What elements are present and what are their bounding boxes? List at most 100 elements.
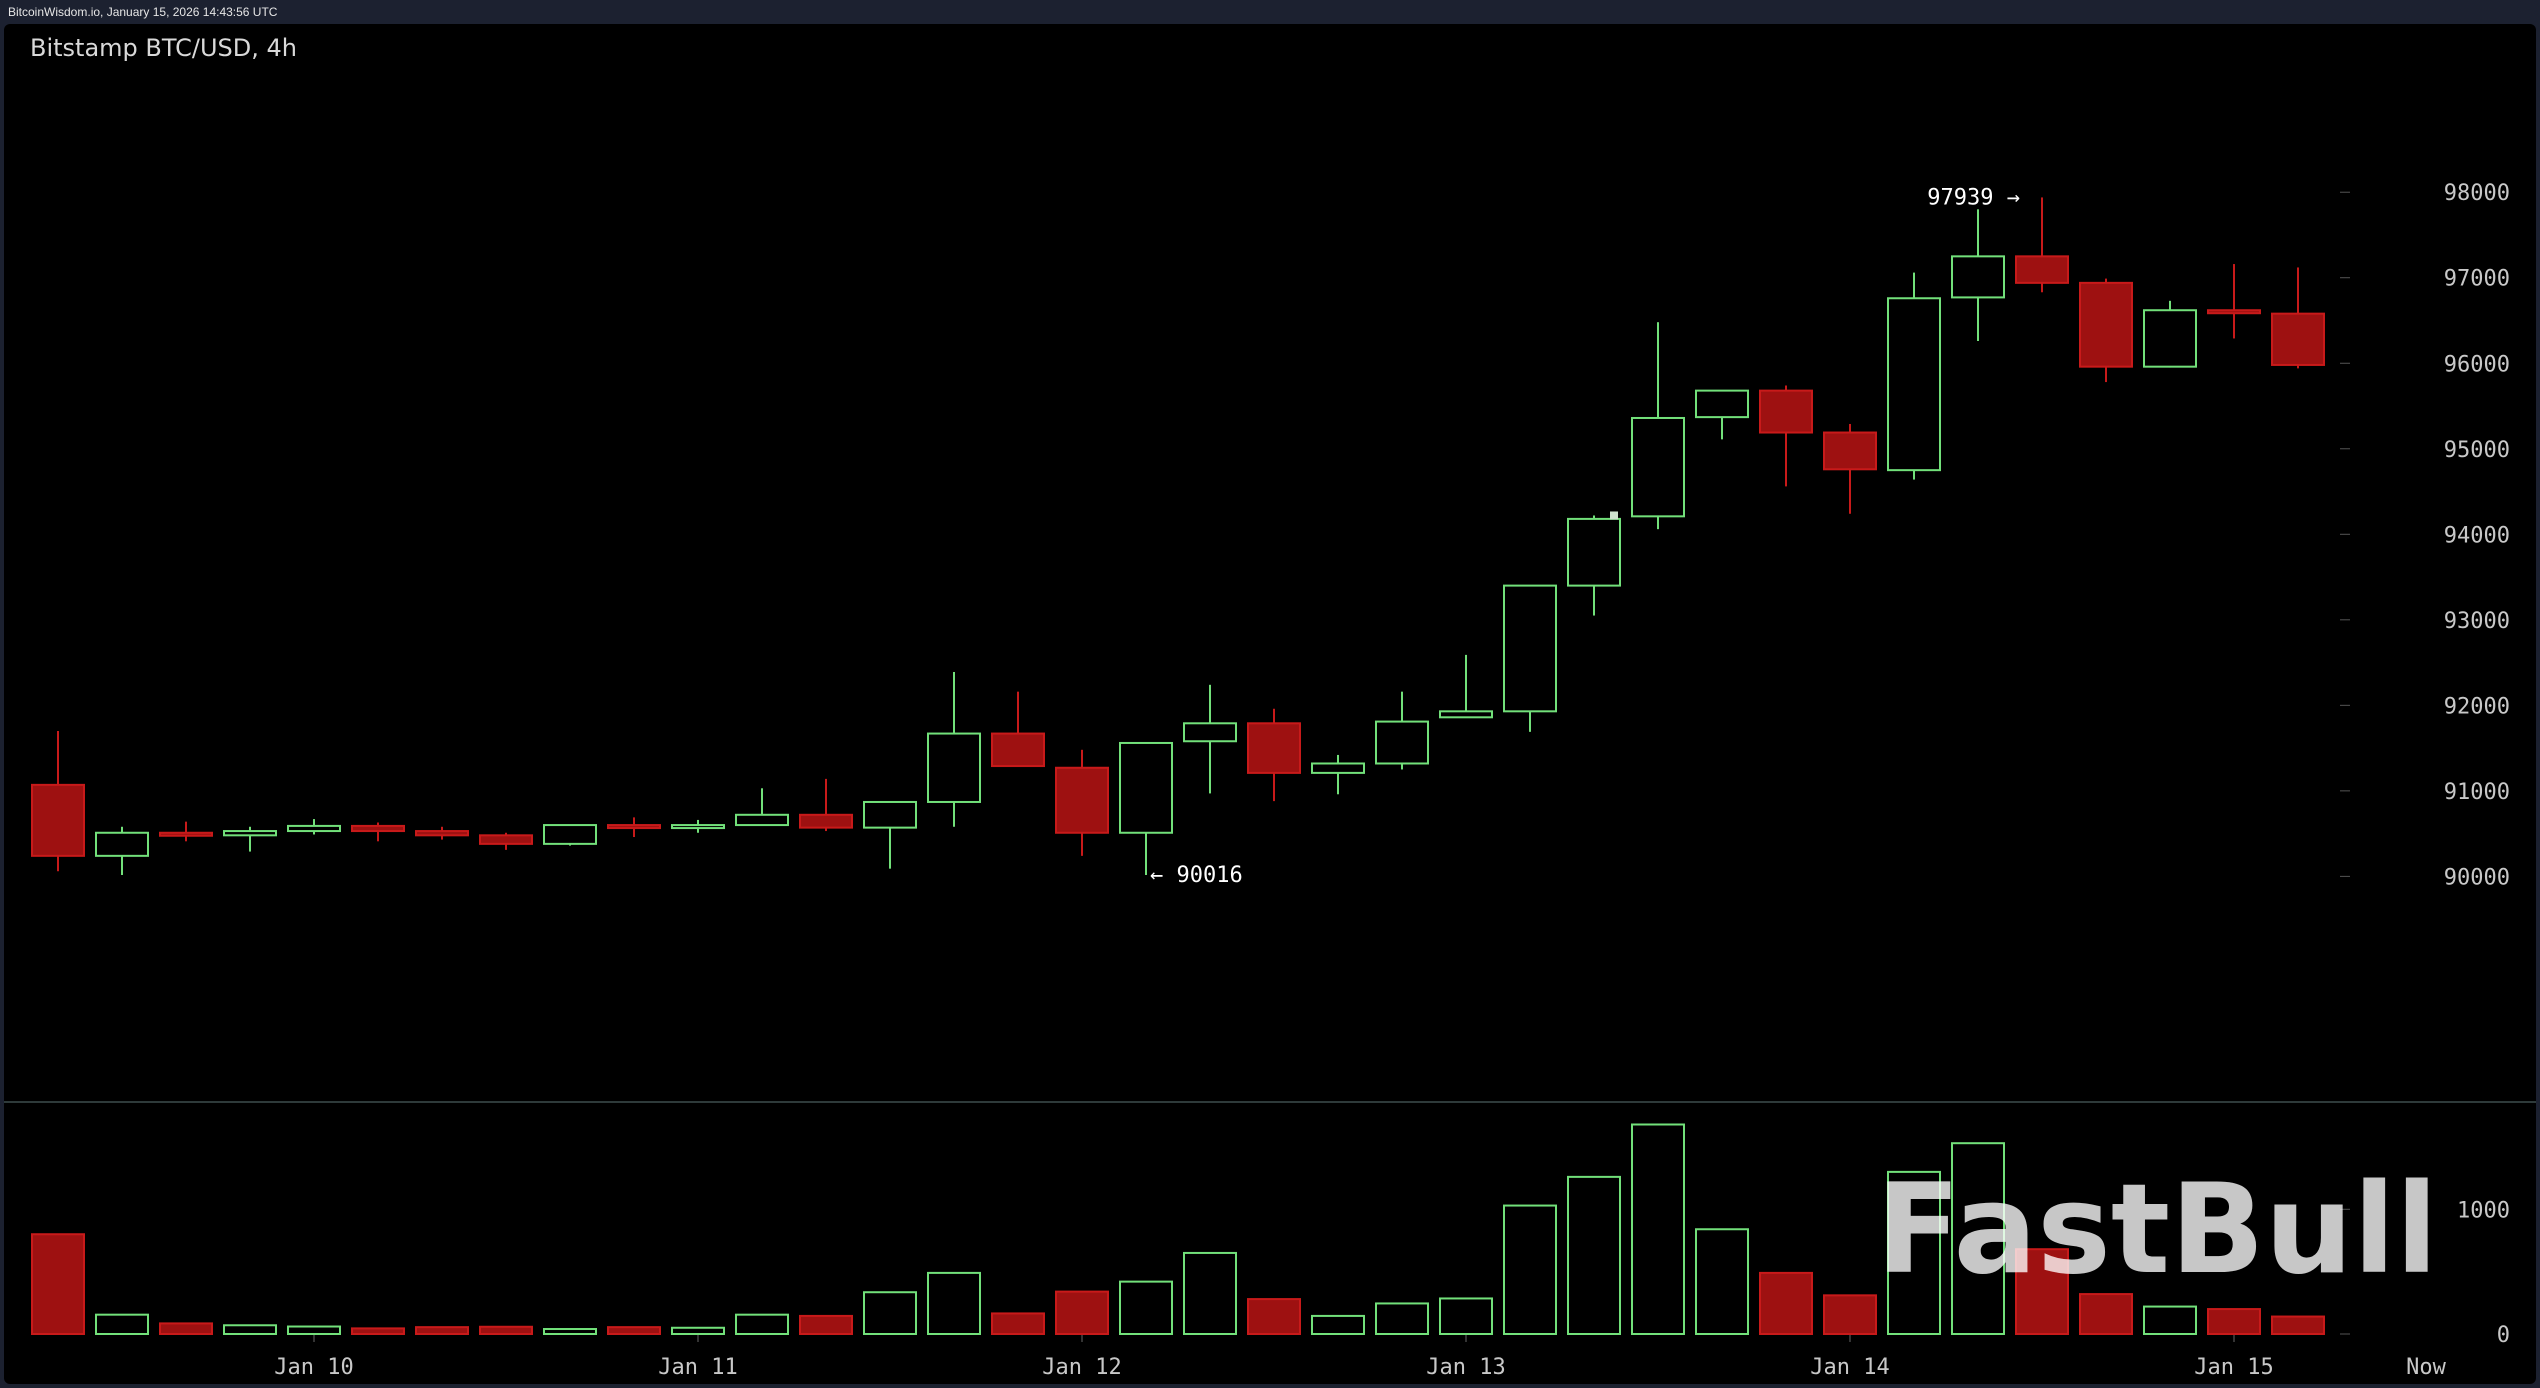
candle-up — [95, 826, 149, 876]
volume-bar-down — [1247, 1298, 1301, 1336]
candle-body — [607, 824, 661, 830]
volume-bar-up — [223, 1324, 277, 1336]
candle-body — [2079, 281, 2133, 368]
time-axis: Jan 10 Jan 11 Jan 12 Jan 13 Jan 14 Jan 15 Now — [274, 1355, 2446, 1380]
volume-bar-up — [1951, 1142, 2005, 1335]
candle-body — [1887, 297, 1941, 472]
volume-bar-down — [2271, 1315, 2325, 1335]
volume-bar-down — [1759, 1271, 1813, 1336]
candle-down — [1055, 749, 1109, 856]
volume-bar-up — [543, 1328, 597, 1335]
candle-body — [543, 824, 597, 845]
volume-bar-down — [31, 1233, 85, 1336]
volume-bar-up — [1695, 1228, 1749, 1336]
candle-down — [799, 778, 853, 832]
volume-bar-down — [2079, 1293, 2133, 1335]
candle-body — [351, 824, 405, 833]
candle-up — [1567, 515, 1621, 616]
time-tick-label: Now — [2406, 1355, 2446, 1380]
volume-bar-up — [671, 1326, 725, 1335]
candle-down — [1823, 423, 1877, 514]
candle-up — [287, 819, 341, 835]
candle-up — [1695, 389, 1749, 440]
chart-title: Bitstamp BTC/USD, 4h — [30, 34, 297, 62]
volume-tick-label: 0 — [2497, 1323, 2510, 1348]
candle-down — [351, 822, 405, 842]
volume-bar-up — [1567, 1175, 1621, 1336]
candle-body — [1695, 389, 1749, 419]
candle-body — [1119, 741, 1173, 834]
volume-bar-up — [1119, 1280, 1173, 1336]
volume-bars — [31, 1123, 2325, 1336]
candle-body — [2015, 255, 2069, 284]
candle-body — [1951, 255, 2005, 299]
volume-bar-down — [1055, 1290, 1109, 1335]
candle-down — [2079, 278, 2133, 383]
candle-up — [735, 788, 789, 827]
candle-body — [95, 831, 149, 857]
volume-bar-up — [1503, 1204, 1557, 1336]
candle-down — [2015, 197, 2069, 293]
price-tick-label: 96000 — [2444, 352, 2510, 377]
price-tick-label: 93000 — [2444, 609, 2510, 634]
candle-down — [1247, 708, 1301, 802]
candle-body — [1503, 584, 1557, 713]
volume-bar-up — [1183, 1251, 1237, 1335]
candle-body — [415, 830, 469, 837]
candle-up — [927, 671, 981, 827]
candle-up — [1119, 741, 1173, 876]
candle-up — [1503, 584, 1557, 732]
volume-bar-down — [607, 1326, 661, 1336]
time-tick-label: Jan 11 — [658, 1355, 737, 1380]
volume-bar-down — [159, 1322, 213, 1336]
candle-body — [1375, 720, 1429, 765]
candle-up — [1183, 684, 1237, 794]
candle-down — [991, 691, 1045, 768]
candle-up — [223, 826, 277, 852]
candle-down — [607, 817, 661, 838]
candle-body — [1311, 762, 1365, 774]
candle-body — [991, 732, 1045, 768]
volume-bar-up — [863, 1291, 917, 1335]
price-tick-label: 92000 — [2444, 694, 2510, 719]
candle-down — [415, 826, 469, 840]
time-tick-label: Jan 10 — [274, 1355, 353, 1380]
candle-body — [1631, 416, 1685, 518]
price-tick-label: 97000 — [2444, 267, 2510, 292]
candle-up — [1311, 754, 1365, 795]
fastbull-watermark: FastBull — [1876, 1158, 2438, 1302]
candle-down — [159, 821, 213, 842]
candle-down — [479, 832, 533, 850]
volume-bar-down — [799, 1314, 853, 1335]
candle-body — [479, 834, 533, 845]
volume-bar-up — [1375, 1302, 1429, 1335]
annotations: 97939 → ← 90016 — [1150, 185, 2020, 888]
candle-body — [159, 831, 213, 837]
price-tick-label: 91000 — [2444, 780, 2510, 805]
candle-up — [1631, 322, 1685, 530]
volume-axis: 0 1000 — [2457, 1198, 2510, 1348]
volume-bar-down — [2015, 1248, 2069, 1335]
price-axis: 90000 91000 92000 93000 94000 95000 96000 97000… — [2444, 181, 2510, 890]
volume-bar-up — [1631, 1123, 1685, 1336]
volume-tick-label: 1000 — [2457, 1198, 2510, 1223]
volume-bar-up — [287, 1325, 341, 1336]
volume-bar-up — [2143, 1305, 2197, 1335]
volume-bar-down — [2207, 1308, 2261, 1336]
volume-bar-up — [735, 1313, 789, 1335]
candle-body — [2271, 312, 2325, 366]
candle-up — [1887, 272, 1941, 480]
candle-body — [2143, 309, 2197, 368]
volume-bar-down — [351, 1327, 405, 1335]
candle-body — [927, 732, 981, 803]
source-timestamp: BitcoinWisdom.io, January 15, 2026 14:43… — [8, 5, 278, 19]
candle-up — [1375, 691, 1429, 770]
volume-bar-down — [991, 1312, 1045, 1336]
candle-body — [2207, 309, 2261, 315]
candle-up — [1951, 209, 2005, 342]
candle-body — [671, 824, 725, 830]
grid-ticks — [313, 191, 2350, 1342]
candle-up — [543, 824, 597, 846]
candle-up — [2143, 300, 2197, 368]
candle-body — [1439, 710, 1493, 719]
